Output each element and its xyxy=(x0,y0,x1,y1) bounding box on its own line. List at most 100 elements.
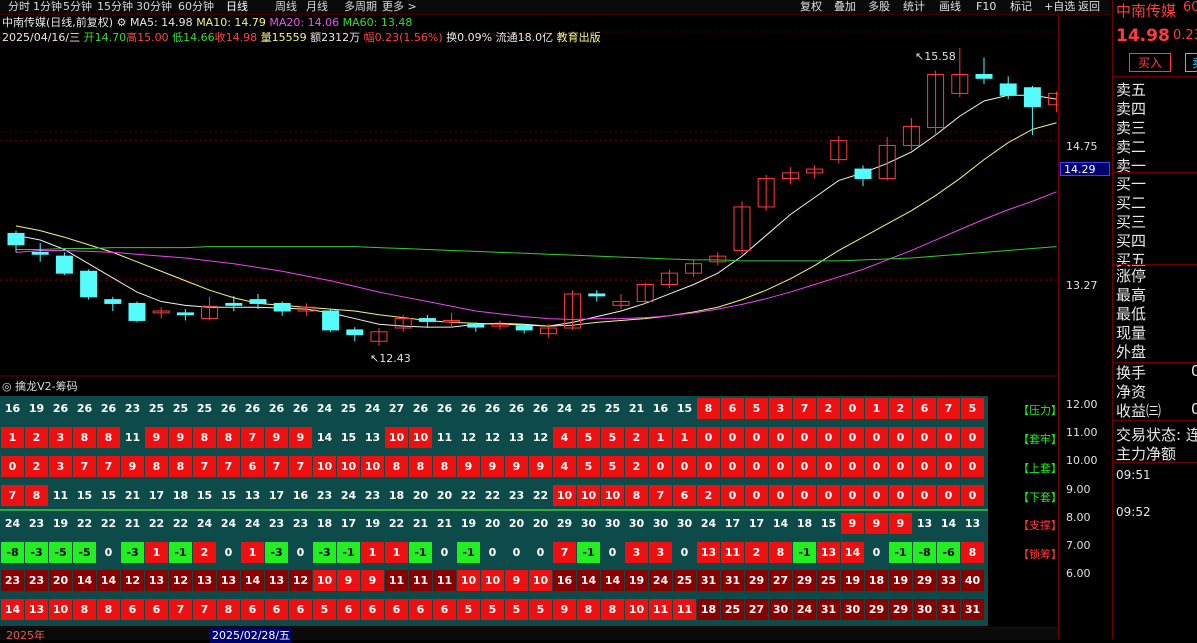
grid-cell: 3 xyxy=(49,427,72,448)
grid-cell: 0 xyxy=(793,456,816,477)
grid-cell: 2 xyxy=(25,456,48,477)
toolbar-right-item-4[interactable]: 画线 xyxy=(939,0,961,13)
buy-button[interactable]: 买入 xyxy=(1129,53,1172,72)
grid-cell: 6 xyxy=(673,485,696,506)
grid-cell: 18 xyxy=(793,513,816,534)
grid-cell: 20 xyxy=(49,570,72,591)
toolbar-item-9[interactable]: 多周期 xyxy=(344,0,377,13)
candle-body-38 xyxy=(927,73,945,128)
grid-cell: 10 xyxy=(601,485,624,506)
toolbar-right-item-6[interactable]: 标记 xyxy=(1010,0,1032,13)
grid-cell: 14 xyxy=(841,542,864,563)
grid-cell: 0 xyxy=(769,456,792,477)
grid-cell: 8 xyxy=(577,599,600,620)
grid-cell: 17 xyxy=(145,485,168,506)
grid-cell: 26 xyxy=(289,398,312,419)
ma60-label: MA60: 13.48 xyxy=(342,16,413,29)
stat2-val-2: 0 xyxy=(1191,400,1197,418)
kline-chart[interactable]: ↖15.58 ↖12.43 xyxy=(0,14,1058,626)
grid-cell: 5 xyxy=(505,599,528,620)
candle-body-40 xyxy=(975,73,993,79)
toolbar-item-5[interactable]: 60分钟 xyxy=(178,0,214,13)
toolbar-item-8[interactable]: 月线 xyxy=(306,0,328,13)
axis-label-1: 13.27 xyxy=(1066,279,1098,292)
candle-body-33 xyxy=(806,168,824,174)
grid-cell: 9 xyxy=(457,456,480,477)
grid-cell: 10 xyxy=(457,570,480,591)
grid-cell: 4 xyxy=(553,456,576,477)
sep-3 xyxy=(1113,264,1197,265)
toolbar-item-10[interactable]: 更多 > xyxy=(382,0,417,13)
stock-code: 60 xyxy=(1183,0,1197,15)
grid-cell: 1 xyxy=(385,542,408,563)
sell-level-3: 卖二 xyxy=(1116,138,1147,156)
toolbar-item-4[interactable]: 30分钟 xyxy=(136,0,172,13)
toolbar-item-0[interactable]: 分时 xyxy=(8,0,30,13)
high-label: 高15.00 xyxy=(126,31,169,44)
candle-body-28 xyxy=(685,263,703,274)
grid-cell: 8 xyxy=(433,456,456,477)
candle-body-3 xyxy=(80,270,98,298)
grid-cell: 0 xyxy=(961,456,984,477)
grid-cell: 3 xyxy=(769,398,792,419)
grid-cell: 29 xyxy=(913,570,936,591)
grid-cell: 31 xyxy=(817,599,840,620)
grid-cell: 7 xyxy=(553,542,576,563)
toolbar-item-1[interactable]: 1分钟 xyxy=(33,0,62,13)
grid-cell: 18 xyxy=(865,570,888,591)
candle-body-26 xyxy=(636,284,654,303)
grid-cell: 1 xyxy=(241,542,264,563)
grid-cell: 0 xyxy=(673,542,696,563)
grid-cell: 0 xyxy=(817,456,840,477)
grid-cell: -6 xyxy=(937,542,960,563)
toolbar-item-2[interactable]: 5分钟 xyxy=(63,0,92,13)
grid-cell: 7 xyxy=(193,456,216,477)
toolbar-item-7[interactable]: 周线 xyxy=(275,0,297,13)
sell-level-0: 卖五 xyxy=(1116,81,1147,99)
grid-cell: 0 xyxy=(745,456,768,477)
grid-cell: 20 xyxy=(529,513,552,534)
toolbar-right-item-3[interactable]: 统计 xyxy=(903,0,925,13)
grid-cell: 6 xyxy=(121,599,144,620)
grid-cell: 24 xyxy=(697,513,720,534)
grid-cell: 4 xyxy=(553,427,576,448)
axis-label-0: 14.75 xyxy=(1066,140,1098,153)
toolbar-right-item-1[interactable]: 叠加 xyxy=(834,0,856,13)
toolbar-right-item-7[interactable]: +自选 xyxy=(1044,0,1076,13)
grid-cell: 8 xyxy=(25,485,48,506)
grid-cell: 26 xyxy=(505,398,528,419)
ma10-label: MA10: 14.79 xyxy=(196,16,266,29)
grid-cell: 14 xyxy=(577,570,600,591)
grid-cell: 24 xyxy=(337,485,360,506)
grid-cell: 11 xyxy=(433,570,456,591)
grid-cell: 0 xyxy=(817,427,840,448)
grid-cell: 1 xyxy=(865,398,888,419)
grid-cell: 25 xyxy=(817,570,840,591)
candle-body-43 xyxy=(1048,92,1058,106)
grid-cell: 0 xyxy=(97,542,120,563)
toolbar-right-item-0[interactable]: 复权 xyxy=(800,0,822,13)
candle-body-20 xyxy=(491,323,509,327)
candle-body-32 xyxy=(781,172,799,180)
grid-cell: 0 xyxy=(745,427,768,448)
sell-button[interactable]: 卖 xyxy=(1185,53,1197,72)
grid-cell: 8 xyxy=(601,599,624,620)
quote-panel: 中南传媒6014.980.23买入卖卖五卖四卖三卖二卖一买一买二买三买四买五涨停… xyxy=(1112,0,1197,639)
toolbar-right-item-8[interactable]: 返回 xyxy=(1078,0,1100,13)
grid-cell: 9 xyxy=(265,427,288,448)
candle-body-11 xyxy=(273,302,291,312)
grid-cell: 14 xyxy=(97,570,120,591)
grid-cell: -5 xyxy=(73,542,96,563)
toolbar-right-item-2[interactable]: 多股 xyxy=(868,0,890,13)
grid-cell: 30 xyxy=(601,513,624,534)
toolbar-item-6[interactable]: 日线 xyxy=(226,0,248,13)
indicator-settings-icon[interactable]: ◎ xyxy=(2,380,12,393)
grid-cell: 26 xyxy=(73,398,96,419)
toolbar-item-3[interactable]: 15分钟 xyxy=(97,0,133,13)
toolbar-right-item-5[interactable]: F10 xyxy=(976,0,997,13)
settings-icon[interactable]: ⚙ xyxy=(116,16,127,29)
grid-cell: 21 xyxy=(409,513,432,534)
grid-cell: 6 xyxy=(433,599,456,620)
sector-label[interactable]: 教育出版 xyxy=(556,31,601,44)
candle-body-0 xyxy=(7,232,25,246)
